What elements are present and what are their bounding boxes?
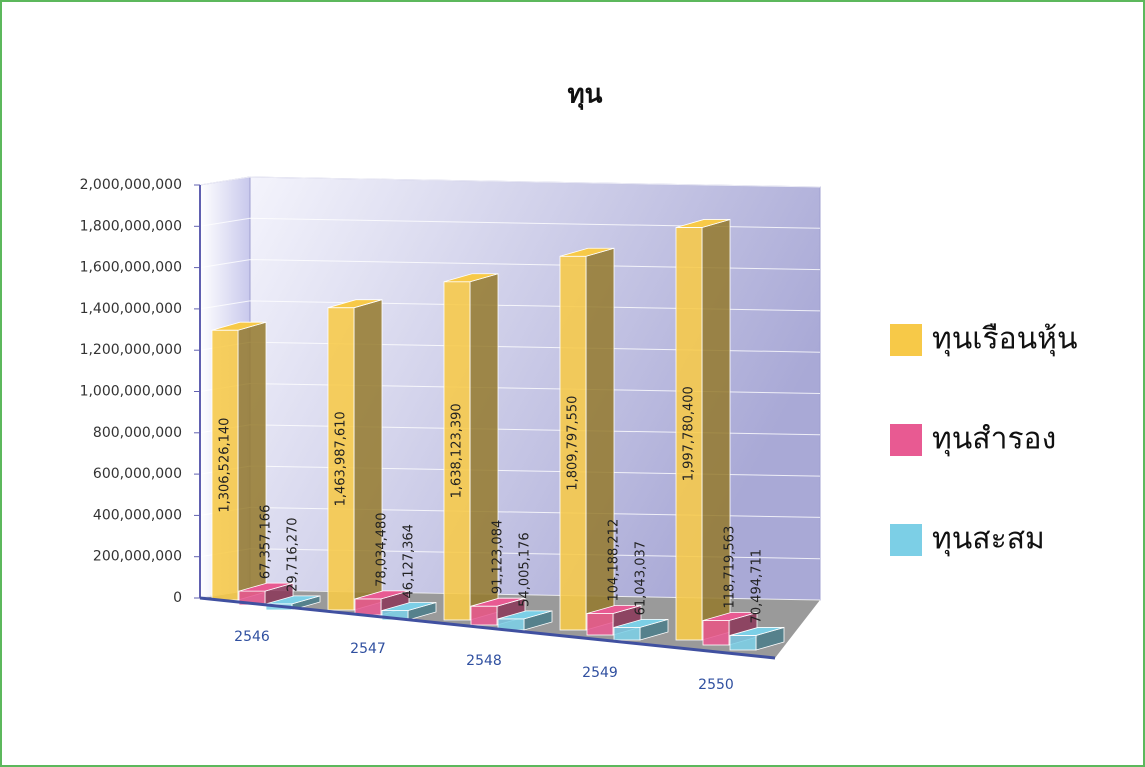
bar bbox=[470, 605, 498, 626]
y-tick-label: 600,000,000 bbox=[93, 466, 182, 482]
legend-swatch bbox=[890, 524, 922, 556]
value-label: 54,005,176 bbox=[518, 532, 533, 606]
y-tick-label: 1,200,000,000 bbox=[80, 342, 182, 358]
bar-top bbox=[381, 602, 437, 611]
bar-top bbox=[354, 590, 410, 600]
grid-line bbox=[199, 176, 821, 188]
y-tick-label: 200,000,000 bbox=[93, 549, 182, 565]
bar-top bbox=[613, 618, 669, 628]
bar-top bbox=[265, 595, 321, 605]
bar bbox=[443, 281, 471, 621]
bar-top bbox=[675, 219, 731, 228]
y-tick-label: 1,400,000,000 bbox=[80, 301, 182, 317]
x-tick-label: 2548 bbox=[466, 653, 502, 669]
bar bbox=[354, 598, 382, 616]
bar-top bbox=[497, 610, 553, 620]
bar bbox=[559, 255, 587, 631]
y-tick-label: 400,000,000 bbox=[93, 507, 182, 523]
legend-swatch bbox=[890, 424, 922, 456]
value-label: 67,357,166 bbox=[259, 505, 274, 579]
y-tick-label: 1,600,000,000 bbox=[80, 260, 182, 276]
legend-label: ทุนเรือนหุ้น bbox=[932, 322, 1077, 358]
legend-label: ทุนสะสม bbox=[932, 522, 1045, 558]
y-tick-label: 0 bbox=[173, 590, 182, 606]
y-tick-label: 800,000,000 bbox=[93, 425, 182, 441]
value-label: 1,463,987,610 bbox=[334, 411, 349, 506]
x-tick-label: 2550 bbox=[698, 677, 734, 693]
x-tick-label: 2546 bbox=[234, 629, 270, 645]
bar-top bbox=[586, 605, 642, 614]
value-label: 46,127,364 bbox=[402, 524, 417, 598]
grid-line bbox=[199, 217, 821, 229]
value-label: 1,997,780,400 bbox=[682, 386, 697, 481]
value-label: 1,809,797,550 bbox=[566, 396, 581, 491]
bar-top bbox=[702, 612, 758, 621]
y-tick-label: 2,000,000,000 bbox=[80, 177, 182, 193]
value-label: 1,638,123,390 bbox=[450, 403, 465, 498]
value-label: 78,034,480 bbox=[375, 512, 390, 586]
y-tick-label: 1,000,000,000 bbox=[80, 384, 182, 400]
value-label: 61,043,037 bbox=[634, 541, 649, 615]
x-axis bbox=[199, 596, 776, 660]
bar bbox=[702, 620, 730, 646]
bar-top bbox=[729, 627, 785, 636]
legend-label: ทุนสำรอง bbox=[932, 422, 1056, 458]
bar-top bbox=[238, 582, 294, 592]
grid-line bbox=[199, 259, 821, 271]
bar bbox=[327, 307, 355, 611]
bar bbox=[586, 613, 614, 636]
value-label: 91,123,084 bbox=[491, 520, 506, 594]
bar bbox=[613, 626, 641, 641]
bar bbox=[675, 227, 703, 641]
value-label: 70,494,711 bbox=[750, 549, 765, 623]
bar-top bbox=[470, 597, 526, 607]
value-label: 104,188,212 bbox=[607, 519, 622, 602]
x-tick-label: 2547 bbox=[350, 641, 386, 657]
value-label: 1,306,526,140 bbox=[218, 418, 233, 513]
value-label: 118,719,563 bbox=[723, 526, 738, 609]
bar-top bbox=[559, 247, 615, 257]
bar bbox=[211, 329, 239, 601]
bar-top bbox=[443, 273, 499, 283]
grid-line bbox=[199, 300, 821, 312]
x-tick-label: 2549 bbox=[582, 665, 618, 681]
bar-top bbox=[211, 321, 267, 331]
value-label: 29,716,270 bbox=[286, 517, 301, 591]
legend-swatch bbox=[890, 324, 922, 356]
bar bbox=[729, 635, 757, 651]
y-tick-label: 1,800,000,000 bbox=[80, 218, 182, 234]
chart-title: ทุน bbox=[568, 80, 603, 111]
bar-top bbox=[327, 299, 383, 309]
